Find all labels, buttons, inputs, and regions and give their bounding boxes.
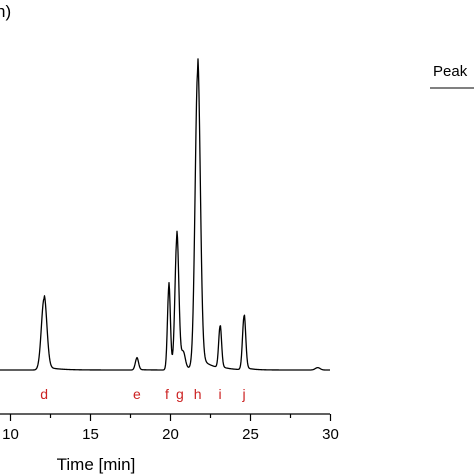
- x-axis-label: Time [min]: [57, 455, 136, 474]
- table-header-label: Peak: [433, 63, 468, 80]
- peak-label-f: f: [165, 386, 169, 402]
- x-tick-label: 15: [82, 426, 99, 443]
- chromatogram-trace: [0, 58, 331, 371]
- peak-table-header: Peak: [430, 63, 474, 89]
- peak-label-e: e: [133, 386, 141, 402]
- corner-text: n): [0, 2, 11, 21]
- peak-label-h: h: [194, 386, 202, 402]
- x-tick-label: 25: [242, 426, 259, 443]
- x-tick-label: 20: [162, 426, 179, 443]
- x-axis-ticks: 10 15 20 25 30: [2, 414, 339, 443]
- peak-label-j: j: [242, 386, 246, 402]
- peak-label-d: d: [40, 386, 48, 402]
- peak-label-i: i: [219, 386, 222, 402]
- x-tick-label: 30: [322, 426, 339, 443]
- x-tick-label: 10: [2, 426, 19, 443]
- peak-label-g: g: [176, 386, 184, 402]
